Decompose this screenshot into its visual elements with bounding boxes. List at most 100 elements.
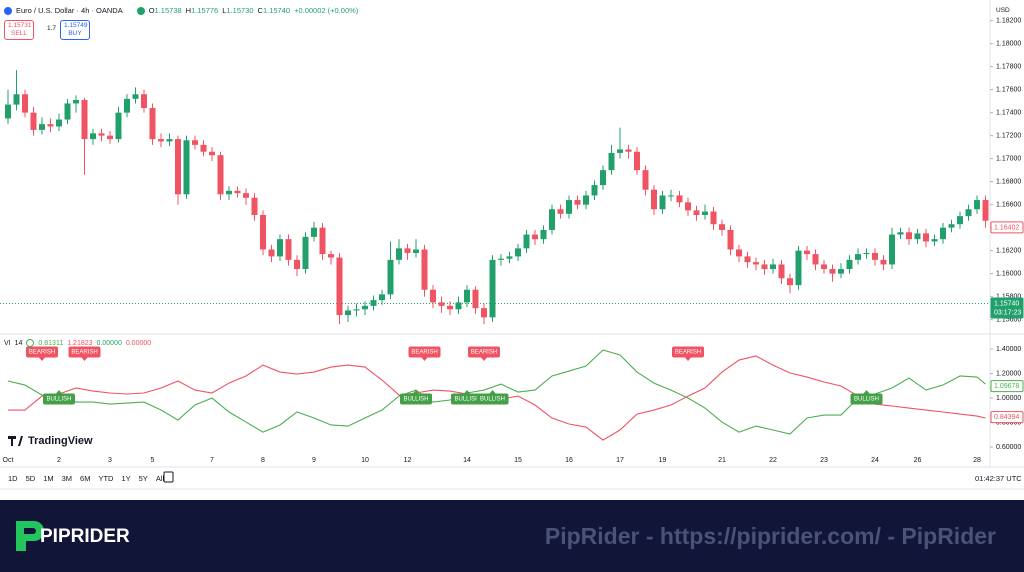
ohlc-key: L (222, 6, 227, 15)
price-label-box (990, 297, 1024, 319)
signal-pointer (481, 357, 487, 361)
candle-body (243, 193, 249, 198)
candle-body (770, 264, 776, 270)
signal: BULLISH (850, 390, 883, 405)
sell-button[interactable]: 1.15731 SELL (4, 20, 34, 40)
end-label-box (990, 411, 1024, 424)
candle-body (719, 224, 725, 230)
calendar-icon[interactable] (163, 471, 174, 483)
end-label-box (990, 380, 1024, 393)
candle-body (217, 155, 224, 195)
y-tick-label: 1.00000 (996, 395, 1021, 402)
range-button[interactable]: 5Y (138, 474, 148, 483)
x-tick-label: 14 (463, 457, 471, 464)
candle-body (396, 248, 402, 260)
y-tick-label: 1.17400 (996, 109, 1021, 116)
signal: BEARISH (468, 346, 500, 361)
piprider-icon (16, 521, 44, 551)
signal-pointer (56, 390, 62, 394)
y-tick-label: 1.18000 (996, 40, 1021, 47)
candle-body (81, 100, 88, 140)
candle-body (285, 239, 292, 260)
signal-label: BULLISH (854, 397, 879, 403)
range-button[interactable]: 3M (61, 474, 73, 483)
candle-body (39, 124, 45, 130)
candle-body (353, 309, 360, 311)
ohlc-key: C (257, 6, 263, 15)
symbol-header: Euro / U.S. Dollar · 4h · OANDA O1.15738… (4, 6, 358, 15)
range-button[interactable]: 5D (25, 474, 36, 483)
candle-body (642, 170, 649, 190)
visibility-icon[interactable] (26, 339, 35, 347)
market-status (136, 6, 145, 15)
symbol-title: Euro / U.S. Dollar · 4h · OANDA (16, 6, 123, 15)
x-tick-label: 23 (820, 457, 828, 464)
candle-body (923, 233, 929, 242)
x-tick-label: 2 (57, 457, 61, 464)
candle-body (532, 234, 538, 240)
candle-body (438, 302, 445, 306)
signal-label: BEARISH (675, 350, 701, 356)
candle-body (617, 149, 623, 153)
price-label: 1.15740 (994, 300, 1019, 307)
brand: PIPRIDER (40, 526, 130, 547)
x-tick-label: 12 (404, 457, 412, 464)
buy-price: 1.15749 (64, 22, 88, 29)
candle-body (940, 227, 946, 240)
banner: PIPRIDER PipRider - https://piprider.com… (0, 500, 1024, 572)
candle-body (336, 257, 343, 316)
candle-body (625, 149, 632, 152)
range-button[interactable]: 1D (8, 474, 18, 483)
ohlc-value: 1.15740 (262, 6, 291, 15)
candle-body (430, 289, 436, 303)
candle-body (863, 252, 870, 255)
range-button[interactable]: 6M (80, 474, 91, 483)
range-button[interactable]: YTD (98, 474, 114, 483)
candle-body (472, 289, 479, 309)
candle-body (795, 250, 802, 286)
candle-body (676, 195, 683, 203)
signal-box (400, 393, 432, 405)
ohlc-item: H1.15776 (186, 6, 219, 15)
y-tick-label: 1.15800 (996, 293, 1021, 300)
ohlc-key: O (148, 6, 155, 15)
range-button[interactable]: All (155, 474, 165, 483)
signal-label: BEARISH (411, 350, 437, 356)
spread: 1.7 (47, 25, 57, 32)
candle-body (5, 104, 11, 119)
signal-label: BEARISH (71, 350, 97, 356)
indicator-header: VI 14 0.81311 1.21823 0.00000 0.00000 (4, 339, 151, 347)
candle-body (64, 103, 71, 120)
range-toolbar: 1D 5D 1M 3M 6M YTD 1Y 5Y All (8, 474, 164, 483)
ohlc-value: 1.15738 (154, 6, 182, 15)
x-tick-label: 24 (871, 457, 879, 464)
x-tick-label: 15 (514, 457, 522, 464)
candle-body (260, 215, 266, 250)
candle-body (634, 151, 640, 171)
price-label-box (990, 221, 1024, 234)
candle-body (302, 236, 309, 270)
signal-pointer (81, 357, 88, 361)
candle-body (13, 94, 20, 105)
y-tick-label: 1.17600 (996, 86, 1021, 93)
candle-body (175, 139, 181, 195)
buy-button[interactable]: 1.15749 BUY (60, 20, 90, 40)
signal-pointer (863, 390, 870, 394)
candle-body (73, 100, 79, 104)
candle-body (98, 133, 105, 136)
ohlc-value: 1.15776 (191, 6, 219, 15)
x-tick-label: 10 (361, 457, 369, 464)
range-button[interactable]: 1Y (121, 474, 131, 483)
candle-body (804, 250, 810, 255)
candle-body (234, 190, 241, 194)
y-tick-label: 1.18200 (996, 17, 1021, 24)
candle-body (413, 249, 419, 253)
x-tick-label: 21 (718, 457, 726, 464)
signal-label: BULLISH (480, 397, 505, 403)
candle-body (744, 256, 751, 263)
candle-body (965, 209, 972, 217)
range-button[interactable]: 1M (43, 474, 54, 483)
candle-body (107, 135, 113, 140)
y-tick-label: 1.16600 (996, 201, 1021, 208)
candle-body (727, 229, 734, 250)
